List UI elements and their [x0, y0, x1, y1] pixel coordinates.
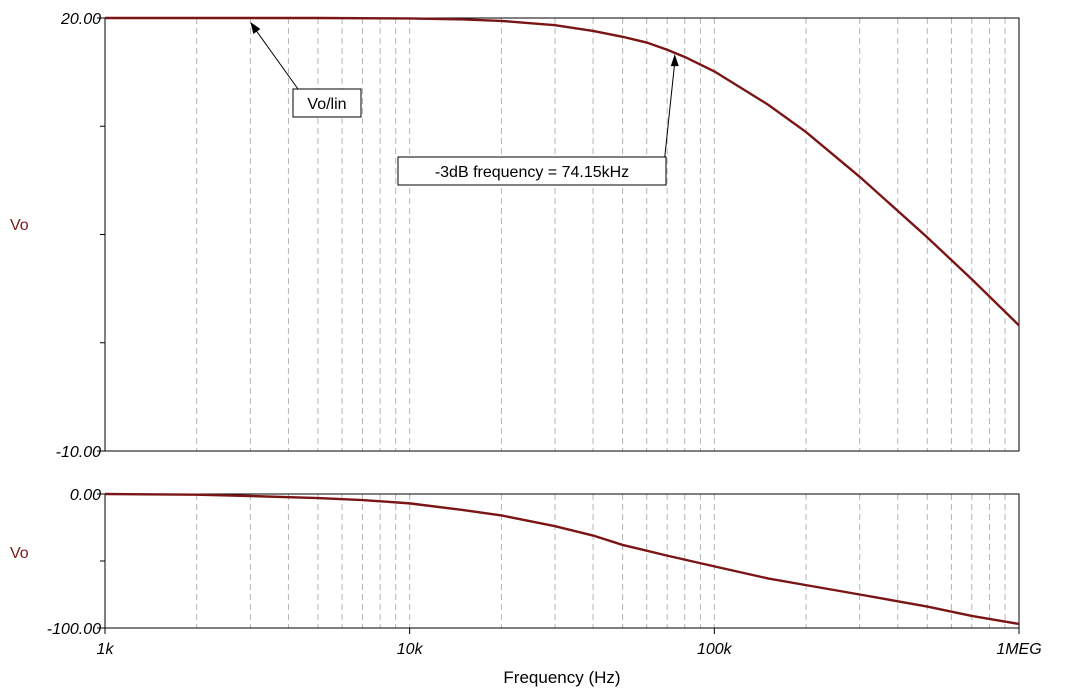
- magnitude-y-axis-label: Vo: [10, 217, 29, 234]
- x-tick-label: 1MEG: [996, 641, 1041, 658]
- y-tick-label: 20.00: [60, 11, 101, 28]
- x-tick-label: 1k: [97, 641, 115, 658]
- x-tick-label: 100k: [697, 641, 733, 658]
- magnitude-plot-frame: [104, 17, 1020, 452]
- x-tick-label: 10k: [397, 641, 424, 658]
- x-axis-label: Frequency (Hz): [503, 668, 620, 687]
- x-tick-labels: 1k 10k 100k 1MEG: [97, 628, 1042, 658]
- annotation-3db-frequency: -3dB frequency = 74.15kHz: [435, 164, 629, 181]
- magnitude-annotations: Vo/lin -3dB frequency = 74.15kHz: [250, 22, 679, 186]
- magnitude-plot: 20.00 -10.00 Vo Vo/lin -3dB frequency = 74…: [10, 11, 1020, 461]
- magnitude-series-line: [105, 16, 1020, 327]
- phase-plot: 0.00 -100.00 Vo 1k 10k 100k 1MEG Frequency (…: [10, 487, 1042, 687]
- annotation-box: [292, 88, 362, 118]
- annotation-arrowhead: [670, 54, 679, 67]
- phase-y-ticks: 0.00 -100.00: [47, 487, 105, 638]
- annotation-arrowhead: [250, 22, 261, 34]
- annotation-box: [397, 156, 667, 186]
- y-tick-label: -10.00: [56, 444, 101, 461]
- phase-y-axis-label: Vo: [10, 545, 29, 562]
- magnitude-y-ticks: 20.00 -10.00: [56, 11, 105, 461]
- magnitude-grid: [196, 18, 1006, 451]
- annotation-arrow-line: [664, 62, 676, 158]
- annotation-arrow-line: [253, 27, 299, 90]
- phase-grid: [196, 494, 1006, 628]
- phase-plot-frame: [104, 493, 1020, 629]
- annotation-vo-lin: Vo/lin: [307, 96, 346, 113]
- phase-series-line: [104, 492, 1020, 626]
- y-tick-label: -100.00: [47, 621, 101, 638]
- y-tick-label: 0.00: [70, 487, 101, 504]
